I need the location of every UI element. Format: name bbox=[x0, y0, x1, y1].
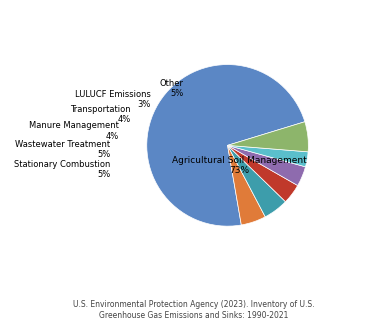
Text: U.S. Environmental Protection Agency (2023). Inventory of U.S.
Greenhouse Gas Em: U.S. Environmental Protection Agency (20… bbox=[73, 300, 315, 320]
Wedge shape bbox=[228, 122, 308, 152]
Wedge shape bbox=[228, 145, 305, 185]
Text: Stationary Combustion
5%: Stationary Combustion 5% bbox=[14, 160, 111, 179]
Wedge shape bbox=[228, 145, 286, 217]
Text: Other
5%: Other 5% bbox=[159, 79, 183, 99]
Text: Wastewater Treatment
5%: Wastewater Treatment 5% bbox=[15, 140, 111, 159]
Text: Manure Management
4%: Manure Management 4% bbox=[29, 121, 118, 141]
Text: Agricultural Soil Management
73%: Agricultural Soil Management 73% bbox=[172, 156, 307, 175]
Text: Transportation
4%: Transportation 4% bbox=[70, 105, 131, 124]
Wedge shape bbox=[147, 65, 305, 226]
Wedge shape bbox=[228, 145, 298, 202]
Wedge shape bbox=[228, 145, 308, 167]
Text: LULUCF Emissions
3%: LULUCF Emissions 3% bbox=[75, 89, 151, 109]
Wedge shape bbox=[228, 145, 265, 225]
